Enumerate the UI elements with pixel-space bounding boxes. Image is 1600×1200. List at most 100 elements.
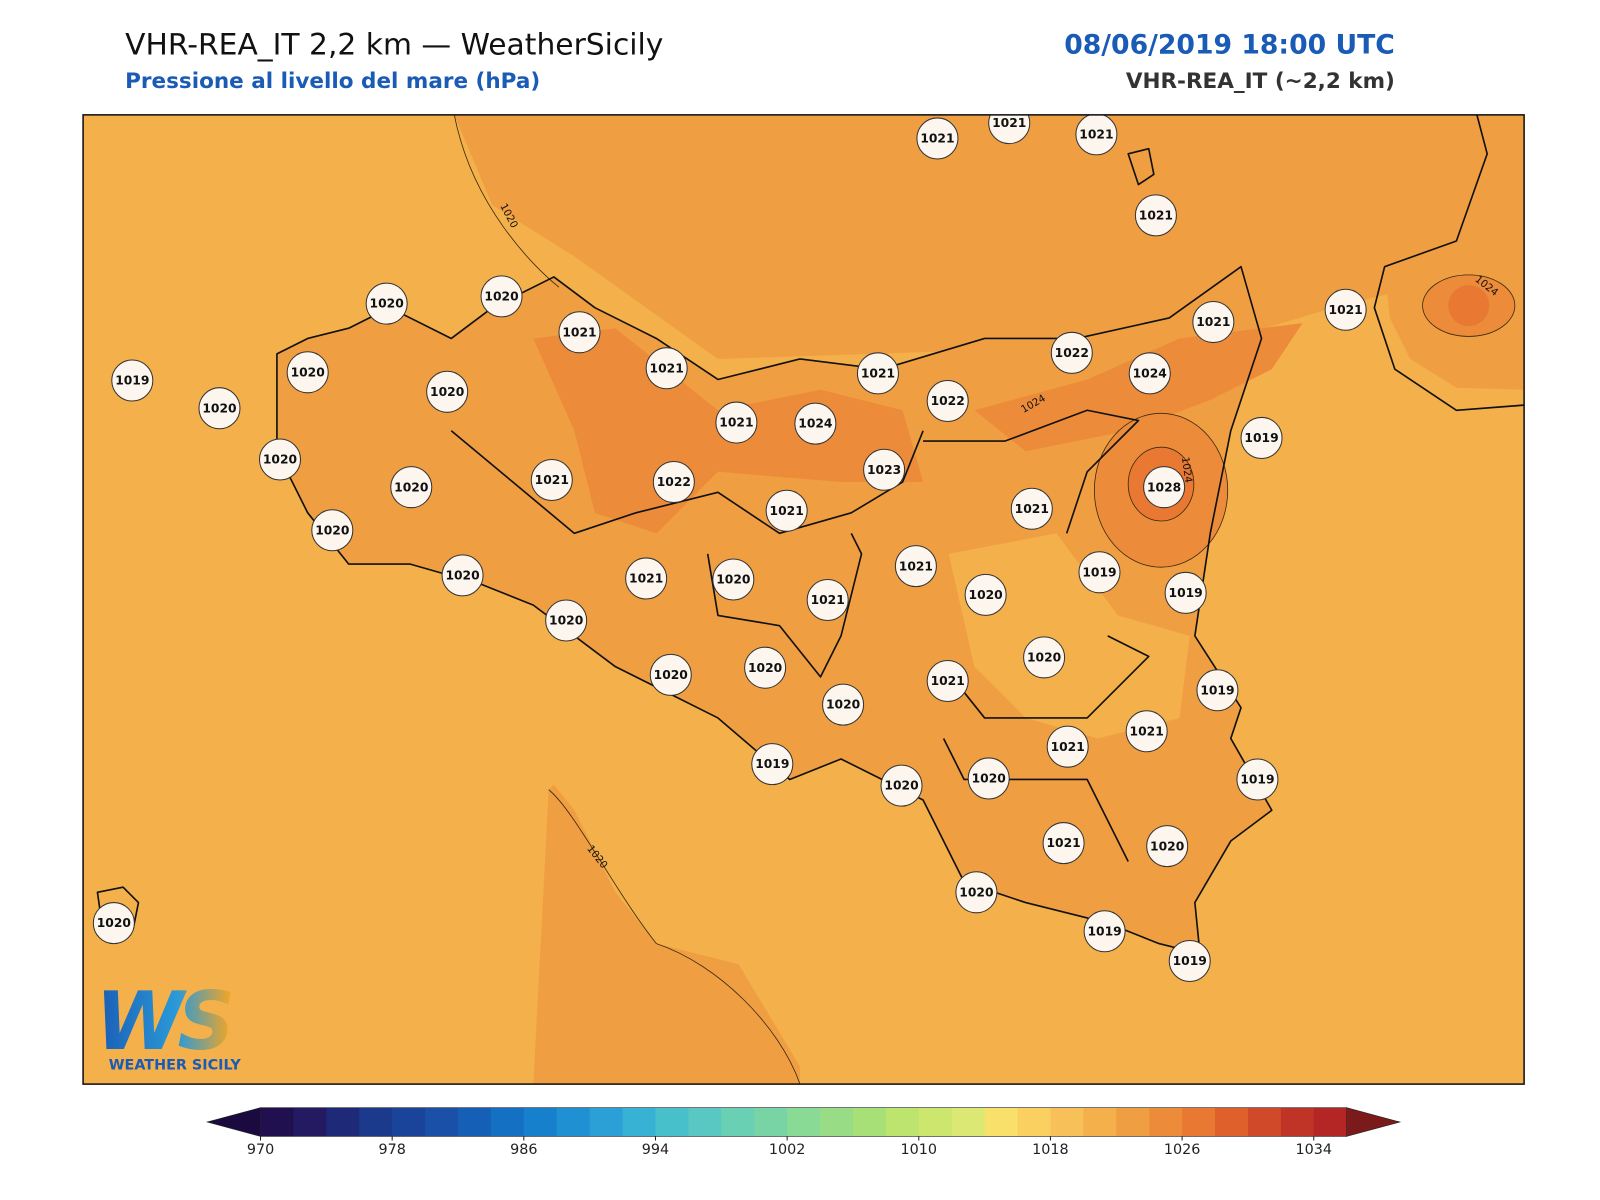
station: 1021 xyxy=(894,545,937,588)
station: 1021 xyxy=(1125,710,1168,753)
station-label: 1020 xyxy=(430,385,464,399)
station-label: 1021 xyxy=(992,116,1026,130)
stations: 1021 1021 1021 1021 1020 1020 1021 1019 1020 1020… xyxy=(92,114,1367,983)
colorbar-tick-label: 1010 xyxy=(901,1142,938,1158)
station-label: 1021 xyxy=(811,593,845,607)
station-marker xyxy=(426,370,469,413)
province-border xyxy=(942,635,1150,719)
colorbar-tick-label: 994 xyxy=(642,1142,669,1158)
station-marker xyxy=(1168,940,1211,983)
station-marker xyxy=(751,743,794,786)
station: 1021 xyxy=(806,578,849,622)
station-label: 1021 xyxy=(535,473,569,487)
station-label: 1020 xyxy=(202,401,236,415)
station: 1021 xyxy=(1046,725,1089,768)
station-marker xyxy=(1075,114,1118,156)
station-label: 1021 xyxy=(861,366,895,380)
province-border xyxy=(942,738,1129,862)
colorbar-segment xyxy=(787,1107,821,1137)
station-marker xyxy=(198,387,241,430)
station-label: 1021 xyxy=(562,325,596,339)
station-marker xyxy=(863,448,906,491)
contour-line xyxy=(1093,412,1229,568)
station-label: 1021 xyxy=(650,361,684,375)
station-marker xyxy=(880,764,923,807)
colorbar-segment xyxy=(457,1107,492,1137)
station: 1019 xyxy=(1240,416,1283,459)
station-marker xyxy=(1125,710,1168,753)
station: 1019 xyxy=(1168,940,1211,983)
colorbar-frame xyxy=(260,1107,1347,1137)
station-marker xyxy=(545,599,588,642)
logo-mark: WS xyxy=(95,975,231,1068)
station-label: 1021 xyxy=(629,572,663,586)
station: 1021 xyxy=(1075,114,1118,156)
contour-line xyxy=(1422,274,1516,337)
colorbar-tick-label: 978 xyxy=(378,1142,405,1158)
station-marker xyxy=(1134,194,1177,237)
colorbar-tick-label: 1034 xyxy=(1295,1142,1332,1158)
province-border xyxy=(706,532,863,678)
station-marker xyxy=(988,114,1031,145)
station-label: 1019 xyxy=(1087,924,1121,938)
station: 1020 xyxy=(258,438,302,481)
colorbar-segment xyxy=(1017,1107,1051,1137)
station-marker xyxy=(480,275,523,318)
station-marker xyxy=(1236,758,1279,801)
station: 1019 xyxy=(1236,758,1279,801)
station-marker xyxy=(926,660,969,703)
station: 1020 xyxy=(744,646,787,689)
station: 1021 xyxy=(765,489,808,532)
colorbar-segment xyxy=(359,1107,393,1137)
station-marker xyxy=(258,438,302,481)
province-border xyxy=(923,409,1140,534)
station-label: 1020 xyxy=(826,698,860,712)
station-label: 1019 xyxy=(1200,683,1234,697)
station-marker xyxy=(822,683,865,726)
colorbar-segment xyxy=(984,1107,1019,1137)
station-label: 1020 xyxy=(1027,651,1061,665)
colorbar-segment xyxy=(1247,1107,1282,1137)
province-border xyxy=(450,430,924,535)
station: 1021 xyxy=(715,401,758,444)
station-label: 1020 xyxy=(445,568,479,582)
colorbar-tick-label: 986 xyxy=(510,1142,537,1158)
station-marker xyxy=(390,466,433,509)
colorbar-segment xyxy=(589,1107,624,1137)
station-marker xyxy=(1050,331,1093,374)
station: 1021 xyxy=(1324,288,1367,331)
station-marker xyxy=(856,352,899,395)
station: 1019 xyxy=(751,743,794,786)
station-marker xyxy=(955,871,998,914)
station-marker xyxy=(964,573,1007,616)
colorbar-segment xyxy=(392,1107,426,1137)
station: 1020 xyxy=(649,653,692,696)
station-label: 1019 xyxy=(115,374,149,388)
station-marker xyxy=(1046,725,1089,768)
logo-text: WEATHER SICILY xyxy=(109,1058,242,1074)
station: 1020 xyxy=(967,757,1010,800)
colorbar-segment xyxy=(260,1107,294,1137)
colorbar-over xyxy=(1346,1107,1402,1137)
station-marker xyxy=(111,359,154,402)
contour-line xyxy=(548,789,801,1085)
coastline xyxy=(1373,114,1525,412)
pressure-area xyxy=(454,114,1525,359)
station-label: 1021 xyxy=(1015,502,1049,516)
station-marker xyxy=(1023,636,1066,679)
station: 1020 xyxy=(964,573,1007,616)
station: 1020 xyxy=(365,282,408,325)
station-marker xyxy=(1128,352,1171,395)
station-label: 1022 xyxy=(1055,346,1089,360)
station: 1019 xyxy=(1164,571,1207,614)
station-marker xyxy=(794,402,837,445)
station-marker xyxy=(1042,822,1085,865)
colorbar-segment xyxy=(1083,1107,1117,1137)
colorbar-segment xyxy=(1050,1107,1084,1137)
station-marker xyxy=(365,282,408,325)
station-label: 1020 xyxy=(959,885,993,899)
colorbar-segment xyxy=(688,1107,722,1137)
contour-label: 1024 xyxy=(1179,456,1195,484)
station-marker xyxy=(645,347,688,390)
station-label: 1021 xyxy=(1329,303,1363,317)
